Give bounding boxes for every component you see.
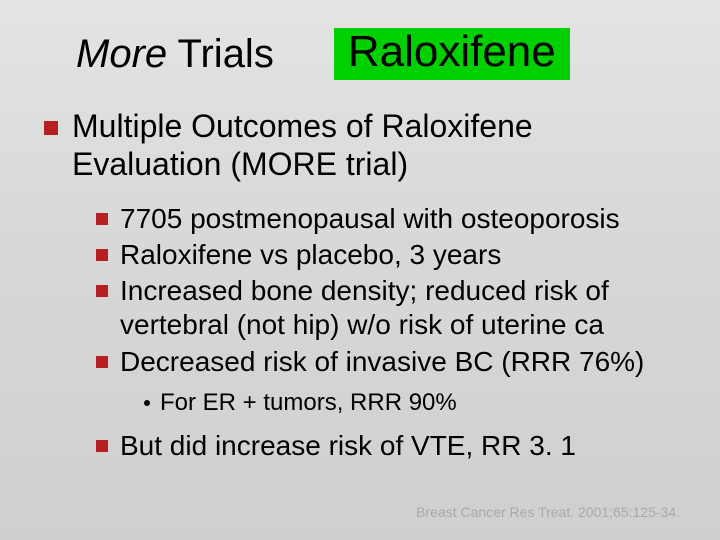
title-highlight-pill: Raloxifene <box>334 28 570 80</box>
bullet-level2: Decreased risk of invasive BC (RRR 76%) <box>96 345 680 379</box>
slide: More Trials Raloxifene Multiple Outcomes… <box>0 0 720 540</box>
bullet-text: But did increase risk of VTE, RR 3. 1 <box>120 429 576 463</box>
heading-text: Multiple Outcomes of Raloxifene Evaluati… <box>72 108 680 184</box>
title-italic: More <box>76 32 167 76</box>
bullet-level2-group: But did increase risk of VTE, RR 3. 1 <box>96 429 680 463</box>
bullet-level1: Multiple Outcomes of Raloxifene Evaluati… <box>44 108 680 184</box>
square-bullet-icon <box>96 249 108 261</box>
square-bullet-icon <box>96 440 108 452</box>
bullet-text: Raloxifene vs placebo, 3 years <box>120 238 501 272</box>
title-row: More Trials Raloxifene <box>76 28 680 80</box>
bullet-level2: But did increase risk of VTE, RR 3. 1 <box>96 429 680 463</box>
bullet-level2-group: 7705 postmenopausal with osteoporosis Ra… <box>96 202 680 379</box>
citation-text: Breast Cancer Res Treat. 2001;65:125-34. <box>416 504 680 520</box>
bullet-level2: Increased bone density; reduced risk of … <box>96 274 680 342</box>
bullet-text: Increased bone density; reduced risk of … <box>120 274 680 342</box>
square-bullet-icon <box>44 121 58 135</box>
bullet-level3-group: For ER + tumors, RRR 90% <box>144 389 680 418</box>
bullet-text: For ER + tumors, RRR 90% <box>160 389 457 418</box>
square-bullet-icon <box>96 356 108 368</box>
bullet-text: Decreased risk of invasive BC (RRR 76%) <box>120 345 644 379</box>
square-bullet-icon <box>96 285 108 297</box>
content-area: Multiple Outcomes of Raloxifene Evaluati… <box>44 108 680 463</box>
dot-bullet-icon <box>144 400 150 406</box>
title-rest: Trials <box>167 32 274 76</box>
bullet-level2: Raloxifene vs placebo, 3 years <box>96 238 680 272</box>
bullet-level2: 7705 postmenopausal with osteoporosis <box>96 202 680 236</box>
square-bullet-icon <box>96 213 108 225</box>
bullet-text: 7705 postmenopausal with osteoporosis <box>120 202 620 236</box>
bullet-level3: For ER + tumors, RRR 90% <box>144 389 680 418</box>
slide-title: More Trials <box>76 32 274 77</box>
